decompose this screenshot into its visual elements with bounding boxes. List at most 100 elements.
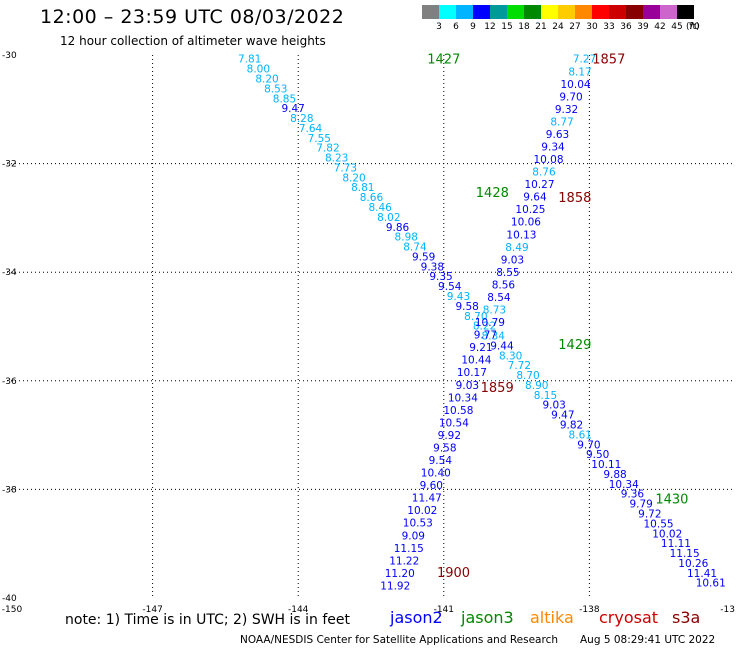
- wave-height-value: 10.26: [678, 558, 708, 570]
- wave-height-value: 8.77: [550, 116, 573, 128]
- wave-height-value: 11.22: [389, 555, 419, 567]
- wave-height-value: 9.09: [402, 530, 425, 542]
- wave-height-value: 9.50: [586, 449, 609, 461]
- wave-height-value: 7.72: [508, 360, 531, 372]
- wave-height-value: 8.73: [483, 305, 506, 317]
- wave-height-value: 10.25: [515, 204, 545, 216]
- wave-height-value: 8.28: [290, 113, 313, 125]
- wave-height-value: 8.70: [464, 311, 487, 323]
- wave-height-value: 9.79: [629, 499, 652, 511]
- lon-tick-label: -141: [434, 605, 454, 615]
- scale-label: 45: [671, 22, 683, 32]
- page-title: 12:00 – 23:59 UTC 08/03/2022: [40, 6, 345, 28]
- scale-swatch: [660, 5, 677, 19]
- wave-height-value: 8.20: [255, 73, 278, 85]
- wave-height-value: 9.54: [438, 281, 462, 293]
- satellite-cryosat: cryosat: [599, 608, 659, 627]
- pass-time-label: 1429: [558, 338, 591, 353]
- wave-height-value: 9.92: [438, 430, 461, 442]
- generation-timestamp: Aug 5 08:29:41 UTC 2022: [580, 634, 716, 646]
- wave-height-value: 8.74: [403, 242, 427, 254]
- scale-swatch: [643, 5, 660, 19]
- wave-height-value: 8.76: [532, 167, 556, 179]
- wave-height-value: 9.44: [490, 340, 514, 352]
- wave-height-value: 10.02: [407, 505, 437, 517]
- wave-height-value: 9.58: [455, 301, 478, 313]
- credit-line: NOAA/NESDIS Center for Satellite Applica…: [240, 634, 558, 646]
- lon-tick-label: -150: [2, 605, 23, 615]
- wave-height-value: 11.15: [394, 543, 424, 555]
- pass-time-label: 1857: [592, 53, 625, 68]
- scale-label: 18: [518, 22, 530, 32]
- pass-time-label: 1428: [476, 186, 509, 201]
- wave-height-value: 9.58: [433, 442, 456, 454]
- wave-height-value: 8.00: [247, 64, 270, 76]
- wave-height-value: 11.20: [385, 568, 415, 580]
- wave-height-value: 9.86: [386, 222, 410, 234]
- scale-swatch: [575, 5, 592, 19]
- wave-height-value: 8.54: [487, 292, 511, 304]
- wave-height-value: 7.82: [316, 143, 339, 155]
- wave-height-value: 11.92: [380, 580, 410, 592]
- wave-height-value: 9.59: [412, 251, 435, 263]
- wave-height-value: 9.82: [560, 420, 583, 432]
- wave-height-value: 10.61: [696, 578, 726, 590]
- wave-height-value: 11.41: [687, 568, 717, 580]
- wave-height-value: 8.98: [395, 232, 418, 244]
- scale-swatch: [541, 5, 558, 19]
- wave-height-value: 8.90: [525, 380, 548, 392]
- scale-label: 39: [637, 22, 649, 32]
- scale-swatch: [592, 5, 609, 19]
- wave-height-value: 10.11: [591, 459, 621, 471]
- lon-tick-label: -144: [288, 605, 309, 615]
- wave-height-value: 10.34: [448, 392, 478, 404]
- pass-time-label: 1859: [481, 381, 514, 396]
- wave-height-value: 10.27: [524, 179, 554, 191]
- wave-height-value: 9.47: [551, 410, 574, 422]
- wave-height-value: 10.54: [439, 417, 469, 429]
- wave-height-value: 8.46: [368, 202, 392, 214]
- pass-time-label: 1427: [427, 53, 460, 68]
- wave-height-value: 9.60: [420, 480, 443, 492]
- wave-height-value: 9.88: [603, 469, 626, 481]
- wave-height-value: 8.30: [499, 350, 522, 362]
- wave-height-value: 9.43: [447, 291, 470, 303]
- wave-height-value: 10.06: [511, 217, 541, 229]
- scale-label: 6: [453, 22, 459, 32]
- wave-height-value: 9.35: [429, 271, 452, 283]
- scale-label: 15: [501, 22, 513, 32]
- scale-label: 33: [603, 22, 615, 32]
- wave-height-value: 8.20: [342, 172, 365, 184]
- wave-height-value: 8.23: [325, 153, 348, 165]
- lon-tick-label: -147: [142, 605, 162, 615]
- scale-swatch: [524, 5, 541, 19]
- wave-height-value: 10.40: [421, 468, 451, 480]
- footer-note: note: 1) Time is in UTC; 2) SWH is in fe…: [65, 612, 351, 628]
- scale-swatch: [456, 5, 473, 19]
- wave-height-value: 10.58: [443, 405, 473, 417]
- lat-tick-label: -38: [2, 485, 17, 495]
- wave-height-value: 10.53: [403, 518, 433, 530]
- wave-height-value: 8.49: [505, 242, 528, 254]
- wave-height-value: 7.27: [573, 54, 596, 66]
- lat-tick-label: -36: [2, 377, 17, 387]
- wave-height-value: 9.38: [421, 261, 444, 273]
- wave-height-value: 9.54: [429, 455, 453, 467]
- wave-height-value: 11.47: [412, 493, 442, 505]
- scale-label: 27: [569, 22, 581, 32]
- scale-label: 36: [620, 22, 632, 32]
- wave-height-value: 10.13: [506, 229, 536, 241]
- scale-label: 3: [436, 22, 442, 32]
- wave-height-value: 8.85: [273, 93, 296, 105]
- wave-height-value: 9.63: [546, 129, 569, 141]
- wave-height-value: 10.08: [533, 154, 563, 166]
- lat-tick-label: -34: [2, 268, 17, 278]
- wave-height-value: 9.21: [469, 342, 492, 354]
- wave-height-value: 8.61: [569, 429, 592, 441]
- wave-height-value: 11.11: [661, 538, 691, 550]
- wave-height-value: 8.56: [492, 279, 516, 291]
- wave-height-value: 10.34: [609, 479, 639, 491]
- wave-height-value: 9.34: [541, 142, 565, 154]
- wave-height-value: 10.44: [461, 355, 491, 367]
